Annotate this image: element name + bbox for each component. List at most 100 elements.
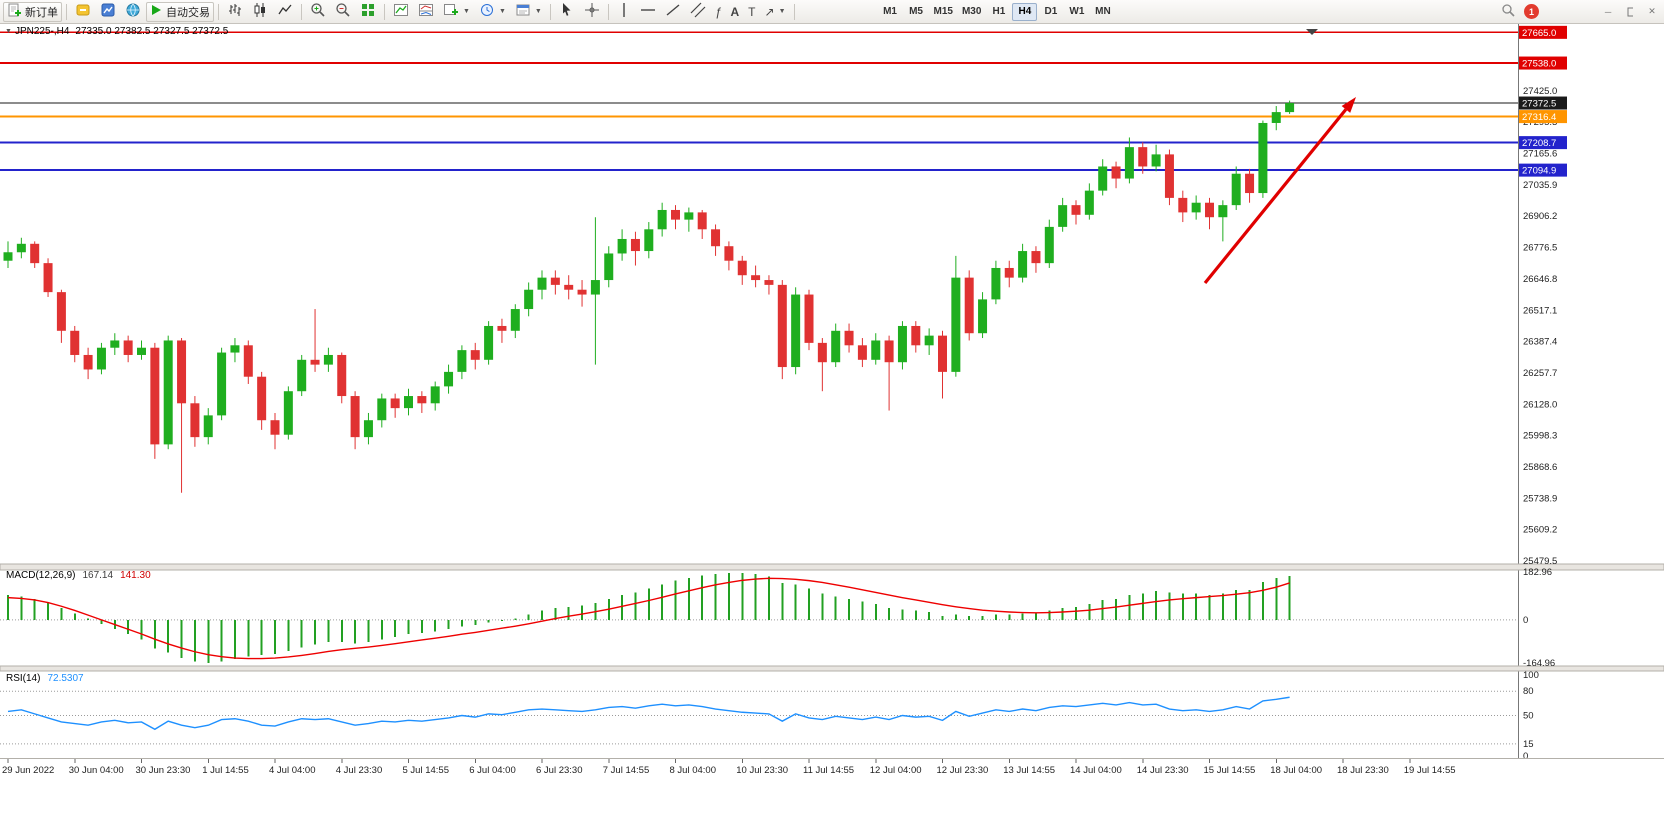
window-minimize-button[interactable]: ─ [1599, 4, 1617, 20]
rsi-axis-tick: 100 [1523, 670, 1539, 681]
candle-body [537, 277, 547, 290]
candle-body [363, 420, 373, 438]
candle-body [724, 246, 734, 261]
search-button[interactable] [1497, 2, 1520, 22]
price-tag [1519, 25, 1567, 39]
candle-body [257, 376, 267, 421]
candle-body [964, 277, 974, 334]
indicator-window-button[interactable] [414, 2, 438, 22]
candles-layer [3, 100, 1295, 493]
candle-body [56, 292, 66, 331]
bar-chart-icon [227, 2, 243, 21]
navigator-button[interactable] [121, 2, 145, 22]
templates-button[interactable]: ▼ [511, 2, 546, 22]
candle-body [711, 229, 721, 247]
candle-body [1164, 154, 1174, 198]
chevron-down-icon: ▼ [498, 8, 506, 15]
price-tag-label: 27372.5 [1522, 99, 1556, 110]
templates-icon [515, 2, 531, 21]
window-restore-button[interactable] [1621, 4, 1639, 20]
add-indicator-button[interactable]: ▼ [439, 2, 474, 22]
shapes-tool-button[interactable]: ↗ ▼ [761, 2, 790, 22]
price-tag [1519, 56, 1567, 70]
price-axis-tick: 25738.9 [1523, 493, 1557, 504]
periods-button[interactable]: ▼ [475, 2, 510, 22]
time-axis-label: 11 Jul 14:55 [803, 765, 854, 776]
candle-body [617, 238, 627, 254]
market-watch-button[interactable] [96, 2, 120, 22]
fibonacci-tool-button[interactable]: ƒ [711, 2, 726, 22]
timeframe-button-d1[interactable]: D1 [1038, 3, 1063, 21]
candle-body [283, 391, 293, 435]
time-axis-label: 6 Jul 04:00 [469, 765, 515, 776]
zoom-out-button[interactable] [331, 2, 355, 22]
time-axis-label: 14 Jul 23:30 [1137, 765, 1189, 776]
toolbar-separator [793, 3, 795, 20]
candle-body [404, 396, 413, 409]
trendline-tool-button[interactable] [661, 2, 685, 22]
candle-body [1111, 166, 1121, 179]
chart-title: ▼ JPN225-,H4 27335.0 27382.5 27327.5 27372… [5, 26, 228, 37]
chevron-down-icon: ▼ [778, 8, 786, 15]
candle-body [604, 253, 614, 281]
time-axis-label: 10 Jul 23:30 [736, 765, 788, 776]
zoom-in-button[interactable] [306, 2, 330, 22]
candle-body [777, 284, 787, 368]
text-icon: A [730, 4, 740, 19]
macd-signal-line [7, 577, 1290, 660]
autotrading-icon [150, 3, 163, 20]
periods-clock-icon [479, 2, 495, 21]
candlestick-mode-button[interactable] [248, 2, 272, 22]
timeframe-button-m1[interactable]: M1 [878, 3, 903, 21]
line-chart-mode-button[interactable] [273, 2, 297, 22]
horizontal-line-tool-button[interactable] [636, 2, 660, 22]
text-label-tool-button[interactable]: T [744, 2, 759, 22]
window-close-button[interactable]: ✕ [1643, 4, 1661, 20]
candle-body [550, 277, 560, 285]
channel-tool-button[interactable] [686, 2, 710, 22]
candle-body [871, 340, 881, 360]
timeframe-button-w1[interactable]: W1 [1064, 3, 1089, 21]
macd-signal-value: 141.30 [120, 570, 151, 581]
metaeditor-button[interactable] [71, 2, 95, 22]
vertical-line-tool-button[interactable] [613, 2, 635, 22]
time-axis-label: 13 Jul 14:55 [1003, 765, 1055, 776]
candle-body [337, 354, 347, 397]
autotrading-button[interactable]: 自动交易 [146, 1, 214, 22]
candle-body [991, 267, 1001, 300]
candle-body [697, 212, 707, 230]
price-tag-label: 27208.7 [1522, 138, 1556, 149]
cursor-button[interactable] [555, 2, 579, 22]
zoom-in-icon [310, 2, 326, 21]
timeframe-button-m15[interactable]: M15 [930, 3, 957, 21]
macd-indicator-label: MACD(12,26,9) 167.14 141.30 [6, 570, 151, 581]
timeframe-button-h1[interactable]: H1 [986, 3, 1011, 21]
new-order-button[interactable]: 新订单 [3, 1, 62, 22]
timeframe-button-h4[interactable]: H4 [1012, 2, 1038, 21]
crosshair-button[interactable] [580, 2, 604, 22]
market-watch-icon [100, 2, 116, 21]
price-tag [1519, 96, 1567, 110]
tile-windows-button[interactable] [356, 2, 380, 22]
price-axis-tick: 27035.9 [1523, 180, 1557, 191]
price-axis-tick: 27165.6 [1523, 149, 1557, 160]
candle-body [924, 335, 934, 346]
timeframe-button-m5[interactable]: M5 [904, 3, 929, 21]
horizontal-line-icon [640, 2, 656, 21]
candle-body [1031, 251, 1041, 264]
candle-body [417, 396, 427, 404]
candle-body [938, 335, 947, 372]
timeframe-button-mn[interactable]: MN [1090, 3, 1115, 21]
price-chart-canvas: 182.960-164.96100805015027425.027295.327… [0, 24, 1664, 781]
indicators-button[interactable] [389, 2, 413, 22]
bar-chart-mode-button[interactable] [223, 2, 247, 22]
one-click-trading-toggle-icon[interactable]: ▼ [5, 28, 12, 35]
candle-body [243, 345, 253, 377]
time-axis-label: 4 Jul 23:30 [336, 765, 382, 776]
candle-body [203, 415, 213, 438]
timeframe-button-m30[interactable]: M30 [958, 3, 985, 21]
candle-body [844, 330, 854, 346]
candle-body [1231, 173, 1241, 206]
notification-badge[interactable]: 1 [1524, 4, 1539, 19]
time-axis-label: 19 Jul 14:55 [1404, 765, 1456, 776]
